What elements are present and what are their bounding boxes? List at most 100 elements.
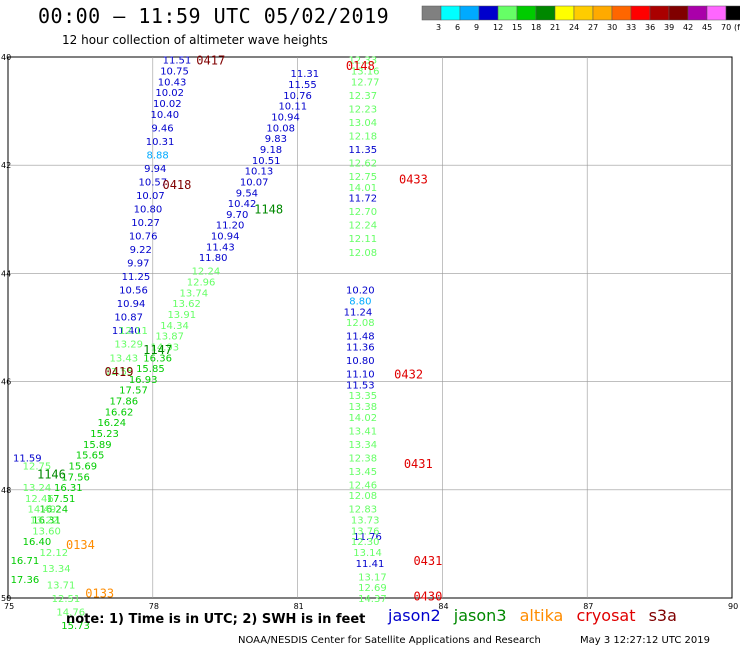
y-tick-label: 44: [1, 269, 11, 278]
swh-value-jason3: 13.04: [348, 118, 377, 129]
swh-value-jason3: 13.73: [351, 516, 380, 527]
colorbar-swatch: [706, 5, 727, 21]
colorbar-swatch: [421, 5, 442, 21]
swh-value-jason2: 9.22: [130, 245, 152, 256]
pass-time-label: 0432: [394, 367, 423, 381]
swh-value-altika: 13.24: [23, 483, 52, 494]
swh-value-jason2: 10.42: [228, 199, 257, 210]
swh-value-jason3: 16.93: [129, 375, 158, 386]
swh-value-jason3: 16.31: [54, 483, 83, 494]
swh-value-jason3: 13.55: [105, 367, 134, 378]
swh-value-jason2: 10.56: [119, 286, 148, 297]
x-tick-label: 84: [438, 602, 448, 611]
units-note: note: 1) Time is in UTC; 2) SWH is in fe…: [66, 612, 366, 627]
swh-value-jason2: 11.55: [288, 80, 317, 91]
swh-value-jason3: 14.02: [348, 413, 377, 424]
pass-time-label: 0430: [413, 589, 442, 603]
swh-value-jason3: 17.51: [47, 494, 76, 505]
y-tick-label: 46: [1, 378, 11, 387]
swh-value-jason2: 9.97: [127, 259, 149, 270]
map-axes: 75 78 81 84 87 90 40 42 44 46 48 50: [1, 53, 738, 611]
swh-value-jason3: 14.37: [358, 594, 387, 605]
swh-value-altika: 13.71: [47, 580, 76, 591]
swh-value-jason3: 13.43: [110, 353, 139, 364]
swh-value-jason2: 11.80: [199, 253, 228, 264]
pass-time-label: 0133: [85, 587, 114, 601]
swh-value-jason2: 10.87: [114, 313, 143, 324]
swh-value-jason3: 13.41: [348, 426, 377, 437]
swh-value-jason3: 12.11: [348, 234, 377, 245]
swh-value-altika: 12.75: [23, 461, 52, 472]
colorbar-label: 33: [626, 23, 636, 32]
swh-value-jason2: 10.80: [346, 356, 375, 367]
swh-value-jason2: 11.36: [346, 342, 375, 353]
swh-value-jason2: 9.70: [226, 210, 248, 221]
pass-time-label: 0148: [346, 59, 375, 73]
colorbar-swatch: [535, 5, 556, 21]
swh-value-jason3: 13.16: [351, 67, 380, 78]
x-tick-label: 87: [583, 602, 593, 611]
swh-value-jason2: 11.25: [122, 272, 151, 283]
swh-value-jason3: 16.24: [40, 505, 69, 516]
swh-value-jason2: 10.43: [158, 77, 187, 88]
satellite-legend: jason2 jason3 altika cryosat s3a: [388, 606, 685, 625]
colorbar-swatch: [630, 5, 651, 21]
swh-value-jason3: 12.08: [348, 491, 377, 502]
swh-value-jason3: 16.62: [105, 407, 134, 418]
colorbar-label: 9: [474, 23, 479, 32]
legend-s3a: s3a: [648, 606, 677, 625]
pass-time-label: 0417: [196, 54, 225, 68]
x-tick-label: 81: [294, 602, 304, 611]
swh-value-jason2: 10.13: [245, 167, 274, 178]
swh-value-jason3: 13.35: [348, 391, 377, 402]
colorbar-label: 39: [664, 23, 674, 32]
swh-value-jason2: 11.48: [346, 332, 375, 343]
swh-value-jason2: 11.53: [346, 380, 375, 391]
colorbar-swatch: [440, 5, 461, 21]
swh-value-jason3: 13.62: [172, 299, 201, 310]
swh-value-jason2: 10.40: [151, 110, 180, 121]
swh-value-jason2: 10.57: [138, 177, 167, 188]
swh-value-jason3: 13.87: [155, 332, 184, 343]
swh-value-jason2: 10.76: [283, 91, 312, 102]
pass-time-label: 1148: [254, 202, 283, 216]
swh-value-jason2: 10.08: [266, 123, 295, 134]
pass-time-label: 0134: [66, 538, 95, 552]
swh-value-jason2: 10.02: [153, 99, 182, 110]
swh-value-jason3: 12.30: [351, 537, 380, 548]
colorbar-label: 24: [569, 23, 579, 32]
legend-altika: altika: [519, 606, 564, 625]
colorbar-label: 3: [436, 23, 441, 32]
swh-value-altika: 14.76: [56, 608, 85, 619]
swh-value-jason3: 13.38: [348, 402, 377, 413]
swh-value-altika: 12.12: [40, 548, 69, 559]
colorbar-label: 45: [702, 23, 712, 32]
swh-value-jason3: 12.38: [348, 453, 377, 464]
colorbar-swatch: [516, 5, 537, 21]
colorbar-swatch: [573, 5, 594, 21]
colorbar-swatch: [497, 5, 518, 21]
swh-value-jason3: 13.14: [353, 548, 382, 559]
swh-value-jason2: 11.59: [13, 453, 42, 464]
swh-value-jason3: 12.18: [348, 131, 377, 142]
swh-value-jason3: 12.62: [348, 158, 377, 169]
swh-value-jason2: 11.31: [291, 69, 320, 80]
colorbar-swatch: [554, 5, 575, 21]
swh-value-jason3: 17.86: [110, 397, 139, 408]
colorbar-label: 27: [588, 23, 598, 32]
colorbar-label: 6: [455, 23, 460, 32]
pass-time-label: 1147: [143, 343, 172, 357]
swh-value-jason3: 12.24: [348, 221, 377, 232]
colorbar-swatch: [459, 5, 480, 21]
y-tick-label: 40: [1, 53, 11, 62]
colorbar-label: 30: [607, 23, 617, 32]
y-tick-label: 42: [1, 161, 11, 170]
source-credit: NOAA/NESDIS Center for Satellite Applica…: [238, 635, 541, 646]
swh-value-jason2: 10.02: [155, 88, 184, 99]
colorbar-label: (ft): [734, 23, 740, 32]
swh-value-jason3: 12.37: [348, 91, 377, 102]
chart-subtitle: 12 hour collection of altimeter wave hei…: [62, 33, 328, 47]
x-tick-label: 90: [728, 602, 738, 611]
plot-frame: [7, 56, 733, 599]
